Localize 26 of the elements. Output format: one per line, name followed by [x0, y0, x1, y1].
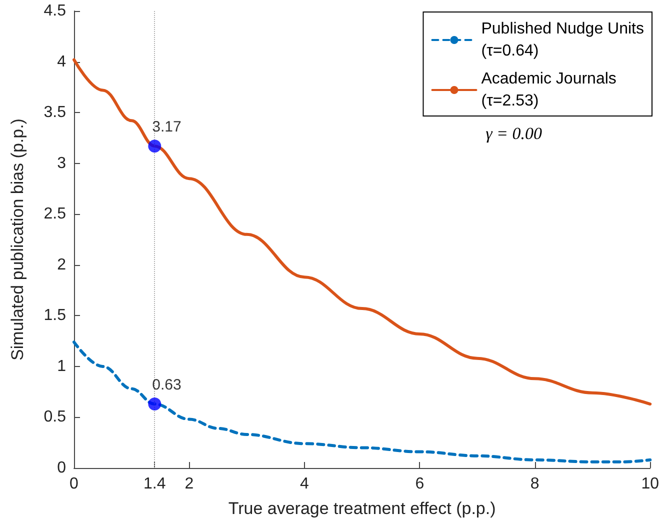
y-axis-title: Simulated publication bias (p.p.)	[8, 118, 27, 360]
x-tick-label: 1.4	[144, 476, 166, 492]
annotation: γ = 0.00	[486, 124, 542, 143]
y-tick-label: 2.5	[44, 206, 66, 223]
x-tick-label: 10	[641, 476, 660, 492]
legend-label: Published Nudge Units (τ=0.64)	[481, 20, 644, 60]
y-tick-label: 4.5	[44, 2, 66, 20]
data-label: 0.63	[152, 376, 182, 394]
data-label: 3.17	[152, 118, 182, 136]
y-tick-label: 1	[57, 358, 66, 375]
line-series	[72, 340, 652, 464]
y-tick-label: 0	[57, 460, 66, 476]
x-tick-label: 2	[184, 476, 194, 492]
y-tick-label: 1.5	[44, 307, 66, 324]
line-series	[72, 58, 652, 406]
x-tick-label: 0	[70, 476, 79, 492]
y-tick-label: 0.5	[44, 408, 66, 426]
x-axis-title: True average treatment effect (p.p.)	[228, 499, 496, 518]
y-tick-label: 2	[57, 256, 66, 274]
x-tick-label: 6	[415, 476, 424, 492]
y-tick-label: 3.5	[44, 104, 66, 122]
y-tick-label: 4	[57, 53, 66, 70]
legend-label: Academic Journals (τ=2.53)	[481, 70, 616, 110]
y-tick-label: 3	[57, 154, 66, 172]
x-tick-label: 4	[300, 476, 309, 492]
x-tick-label: 8	[530, 476, 540, 492]
